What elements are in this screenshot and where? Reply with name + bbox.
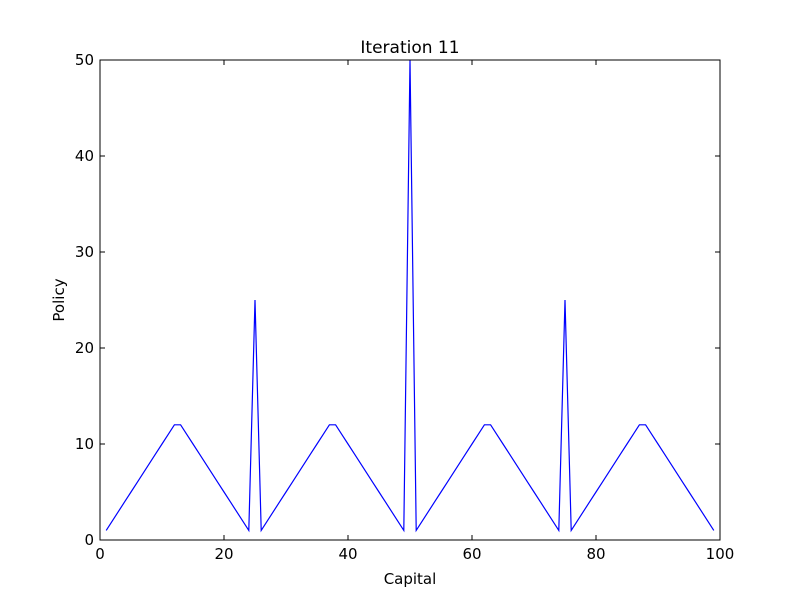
x-axis-label: Capital [384, 570, 437, 588]
y-tick-label: 30 [75, 243, 94, 261]
y-tick-label: 50 [75, 51, 94, 69]
x-tick-label: 40 [338, 545, 357, 563]
y-tick-label: 0 [84, 531, 94, 549]
y-axis-label: Policy [50, 278, 68, 321]
x-tick-label: 100 [706, 545, 735, 563]
plot-frame [99, 59, 721, 541]
x-tick-label: 60 [462, 545, 481, 563]
y-tick-label: 40 [75, 147, 94, 165]
x-tick-label: 80 [586, 545, 605, 563]
y-tick-label: 10 [75, 435, 94, 453]
chart-title: Iteration 11 [360, 38, 459, 58]
x-tick-label: 0 [95, 545, 105, 563]
y-tick-label: 20 [75, 339, 94, 357]
x-tick-label: 20 [214, 545, 233, 563]
